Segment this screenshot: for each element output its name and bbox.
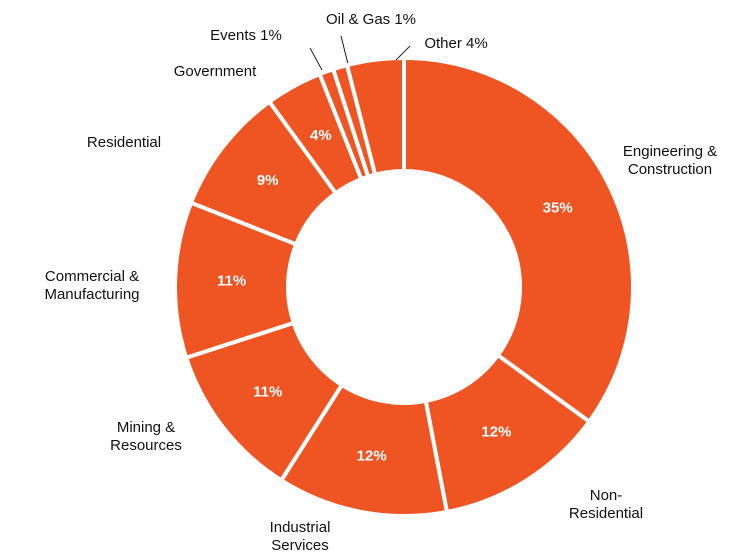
donut-slice — [402, 55, 635, 425]
category-name: Mining & Resources — [110, 419, 182, 454]
leader-line — [395, 45, 411, 61]
category-name: Engineering & Construction — [622, 143, 718, 178]
category-label: Commercial & Manufacturing — [44, 268, 139, 304]
category-label: Other 4% — [424, 35, 487, 53]
value-label: 12% — [357, 447, 387, 464]
value-label: 4% — [310, 127, 332, 144]
category-label: Events 1% — [210, 27, 282, 45]
leader-line — [309, 47, 323, 71]
category-name: Government — [173, 63, 257, 80]
category-name: Industrial Services — [269, 519, 331, 554]
value-label: 1% — [394, 11, 417, 28]
value-label: 1% — [260, 27, 282, 44]
category-label: Engineering & Construction — [623, 143, 717, 179]
value-label: 11% — [253, 384, 282, 401]
value-label: 12% — [481, 424, 511, 441]
category-label: Government — [174, 63, 257, 81]
category-name: Commercial & Manufacturing — [44, 268, 140, 303]
category-label: Residential — [87, 134, 161, 152]
value-label: 35% — [543, 200, 573, 217]
category-label: Oil & Gas 1% — [326, 11, 416, 29]
category-label: Industrial Services — [270, 519, 331, 555]
leader-line — [340, 35, 349, 65]
category-name: Non- Residential — [568, 487, 644, 522]
donut-slice — [344, 55, 406, 178]
category-name: Events — [210, 27, 256, 44]
value-label: 11% — [217, 273, 246, 290]
category-label: Mining & Resources — [110, 419, 182, 455]
value-label: 4% — [466, 35, 488, 52]
category-label: Non- Residential — [569, 487, 643, 523]
category-name: Residential — [86, 134, 162, 151]
category-name: Other — [424, 35, 462, 52]
category-name: Oil & Gas — [325, 11, 391, 28]
value-label: 9% — [257, 172, 279, 189]
